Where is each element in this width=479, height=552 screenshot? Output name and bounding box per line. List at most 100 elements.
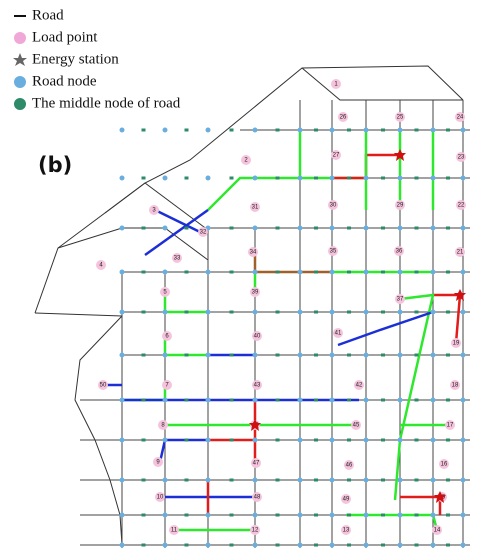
load-label: 10 (157, 495, 164, 501)
road-node (398, 176, 403, 181)
middle-node (415, 271, 419, 274)
load-label: 31 (252, 205, 259, 211)
middle-node (185, 271, 189, 274)
route-layer (103, 130, 460, 530)
middle-node (276, 514, 280, 517)
road-node (431, 398, 436, 403)
panel-label: (b) (38, 153, 72, 177)
middle-node (347, 129, 351, 132)
middle-node (185, 544, 189, 547)
road-node (298, 310, 303, 315)
road-node (206, 310, 211, 315)
road-node (398, 310, 403, 315)
energy-route (160, 440, 208, 462)
road-node (398, 513, 403, 518)
load-label: 24 (457, 115, 464, 121)
load-label: 45 (353, 423, 360, 429)
middle-node (185, 227, 189, 230)
road-node (163, 478, 168, 483)
middle-node (347, 399, 351, 402)
road-node (253, 176, 258, 181)
road-node (461, 353, 466, 358)
middle-node (314, 399, 318, 402)
road-node (364, 398, 369, 403)
road-node (330, 543, 335, 548)
middle-node (381, 399, 385, 402)
middle-node (415, 514, 419, 517)
middle-node (314, 311, 318, 314)
energy-route (395, 295, 433, 500)
middle-node (142, 129, 146, 132)
middle-node (446, 514, 450, 517)
road-node (120, 226, 125, 231)
road-node (120, 438, 125, 443)
road-node (253, 310, 258, 315)
middle-node (446, 177, 450, 180)
middle-node (142, 227, 146, 230)
middle-node (276, 227, 280, 230)
load-label: 11 (171, 528, 178, 534)
road-node (163, 438, 168, 443)
middle-node (415, 479, 419, 482)
middle-node (230, 514, 234, 517)
middle-node (446, 479, 450, 482)
road-node (431, 270, 436, 275)
road-node (298, 128, 303, 133)
middle-node (347, 479, 351, 482)
road-node (330, 398, 335, 403)
legend-label: Road (32, 7, 64, 23)
road-node (364, 513, 369, 518)
load-label: 29 (397, 203, 404, 209)
middle-node (347, 514, 351, 517)
middle-node (276, 399, 280, 402)
road-node (461, 478, 466, 483)
road-node (298, 513, 303, 518)
middle-node (230, 479, 234, 482)
middle-node (230, 129, 234, 132)
road (35, 313, 122, 316)
road-node (431, 226, 436, 231)
load-label: 25 (397, 115, 404, 121)
road-node (364, 226, 369, 231)
road-node (461, 438, 466, 443)
load-label: 37 (397, 297, 404, 303)
road-node (364, 176, 369, 181)
middle-node (415, 227, 419, 230)
middle-node (230, 311, 234, 314)
middle-node (347, 354, 351, 357)
middle-node (185, 354, 189, 357)
road-node (163, 310, 168, 315)
middle-node (142, 271, 146, 274)
middle-node (415, 177, 419, 180)
road-node (206, 353, 211, 358)
road-node (206, 478, 211, 483)
road-node (398, 478, 403, 483)
road-node (431, 353, 436, 358)
middle-node (415, 354, 419, 357)
road-node (206, 128, 211, 133)
energy-route (165, 336, 208, 355)
middle-node (314, 479, 318, 482)
load-label: 17 (447, 423, 454, 429)
legend-label: Energy station (32, 51, 119, 67)
road-node (206, 513, 211, 518)
middle-node (230, 544, 234, 547)
energy-route (433, 295, 460, 343)
road-node (431, 176, 436, 181)
load-label: 18 (452, 383, 459, 389)
load-layer: 1234567891011262524272331302922323334353… (96, 79, 466, 535)
load-label: 19 (453, 341, 460, 347)
legend-road-node-icon (14, 76, 26, 88)
middle-node (446, 544, 450, 547)
road-node (330, 478, 335, 483)
energy-route (122, 385, 165, 400)
legend-load-icon (14, 32, 26, 44)
load-label: 36 (396, 249, 403, 255)
legend-label: Load point (32, 29, 98, 45)
road-node (298, 478, 303, 483)
road-node (120, 128, 125, 133)
road-node (206, 398, 211, 403)
middle-node (314, 177, 318, 180)
road (75, 316, 122, 545)
load-label: 21 (457, 250, 464, 256)
